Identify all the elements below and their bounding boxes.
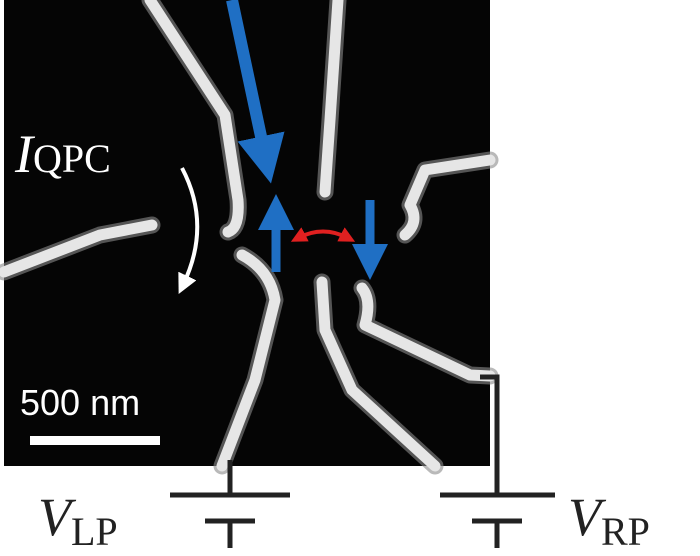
right-plunger-label: VRP bbox=[568, 487, 650, 554]
scale-bar-label: 500 nm bbox=[20, 382, 140, 423]
page: {"current_label": {"symbol": "I", "subsc… bbox=[0, 0, 700, 556]
left-circuit bbox=[170, 460, 290, 548]
rp-subscript: RP bbox=[601, 509, 650, 554]
lp-subscript: LP bbox=[71, 509, 118, 554]
figure: IQPC 500 nm VLP VRP bbox=[0, 0, 700, 556]
left-plunger-label: VLP bbox=[38, 487, 118, 554]
scale-bar bbox=[30, 436, 160, 445]
current-subscript: QPC bbox=[33, 136, 111, 181]
